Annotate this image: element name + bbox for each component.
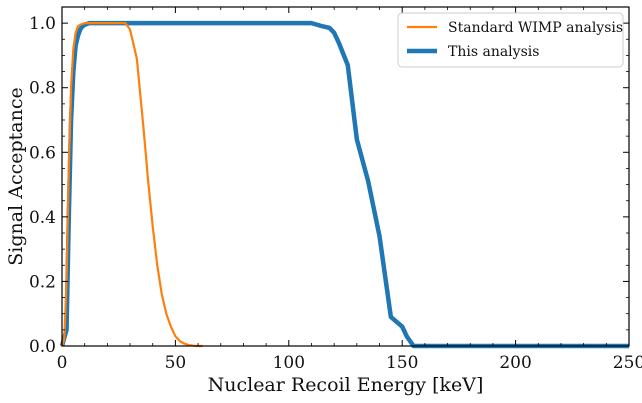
y-tick-label: 0.6 [29, 143, 56, 163]
legend-label-standard-wimp: Standard WIMP analysis [448, 20, 623, 36]
y-axis-label: Signal Acceptance [5, 87, 27, 265]
y-tick-label: 1.0 [29, 14, 56, 34]
y-tick-label: 0.4 [29, 208, 56, 228]
x-tick-label: 100 [273, 353, 305, 373]
x-tick-label: 150 [386, 353, 418, 373]
x-tick-label: 0 [57, 353, 68, 373]
x-tick-label: 50 [165, 353, 187, 373]
ticks-layer: 0 50 100 150 200 250 0.0 0.2 0.4 0.6 0.8 1.0 [29, 7, 642, 373]
legend: Standard WIMP analysis This analysis [397, 12, 624, 68]
x-tick-label: 200 [499, 353, 531, 373]
x-axis-label: Nuclear Recoil Energy [keV] [208, 374, 484, 396]
x-tick-label: 250 [613, 353, 642, 373]
y-tick-label: 0.2 [29, 272, 56, 292]
y-tick-label: 0.8 [29, 79, 56, 99]
series-line-this-analysis [59, 20, 629, 349]
legend-box [397, 12, 624, 68]
legend-label-this-analysis: This analysis [448, 44, 539, 60]
series-layer [59, 20, 629, 349]
series-line-standard-wimp [60, 22, 203, 348]
y-tick-label: 0.0 [29, 337, 56, 357]
plot-frame [61, 6, 630, 347]
